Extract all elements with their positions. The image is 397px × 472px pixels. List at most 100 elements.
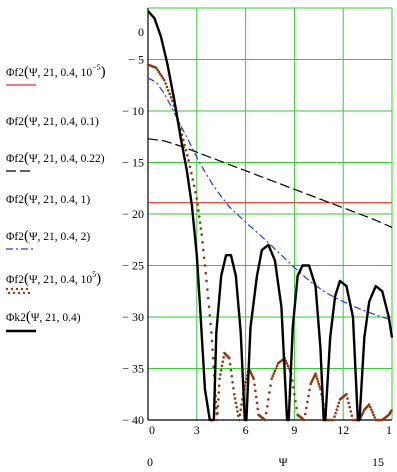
series-point xyxy=(268,391,271,394)
legend-swatch-dot xyxy=(12,291,16,295)
legend-label: Φf2(Ψ, 21, 0.4, 1) xyxy=(6,191,90,207)
x-tick-label: 6 xyxy=(243,423,249,437)
series-point xyxy=(154,66,158,70)
legend-swatch-dot xyxy=(5,287,9,291)
series-point xyxy=(264,411,268,415)
series-point xyxy=(219,373,222,376)
series-dotted-points xyxy=(146,63,393,422)
series-point xyxy=(217,384,221,387)
y-tick-label: − 30 xyxy=(122,310,144,324)
series-point xyxy=(188,165,192,169)
series-point xyxy=(272,372,276,375)
x-tick-label: 12 xyxy=(337,423,349,437)
legend-label: Φf2(Ψ, 21, 0.4, 0.22) xyxy=(6,150,105,166)
axes xyxy=(147,8,392,421)
series-point xyxy=(273,369,277,373)
x-axis-title: Ψ xyxy=(279,455,288,469)
series-point xyxy=(315,377,319,381)
series-point xyxy=(216,404,220,408)
series-point xyxy=(216,411,219,415)
legend-swatch-dot xyxy=(22,291,26,295)
series-point xyxy=(228,362,232,366)
series-point xyxy=(349,410,353,413)
series-point xyxy=(232,386,235,390)
series-point xyxy=(198,221,202,224)
series-point xyxy=(334,411,337,415)
x-tick-label: 3 xyxy=(194,423,200,437)
series-point xyxy=(211,356,215,360)
series-point xyxy=(367,403,371,406)
series-point xyxy=(348,405,352,409)
series-point xyxy=(302,418,306,422)
series-point xyxy=(337,401,341,405)
legend-swatch-dot xyxy=(10,287,14,291)
legend-swatch-dot xyxy=(17,291,21,295)
series-point xyxy=(236,410,239,413)
below-right-label: 15 xyxy=(372,455,384,469)
series-point xyxy=(207,305,211,309)
series-point xyxy=(168,92,171,96)
series-point xyxy=(372,413,375,417)
series-point xyxy=(303,412,307,416)
below-axis-labels: 0 Ψ 15 xyxy=(147,455,384,469)
legend-label: Φk2(Ψ, 21, 0.4) xyxy=(6,309,81,325)
series-point xyxy=(345,392,348,396)
series-point xyxy=(239,408,243,412)
series-point xyxy=(203,264,207,267)
series-point xyxy=(347,401,350,405)
series-point xyxy=(256,407,260,411)
series-point xyxy=(183,143,186,147)
series-point xyxy=(194,190,197,194)
series-point xyxy=(308,388,311,392)
series-point xyxy=(190,171,193,175)
below-left-label: 0 xyxy=(147,455,153,469)
series-point xyxy=(265,404,269,408)
tick-labels: 0 − 5 − 10 − 15 − 20 − 25 − 30 − 35 − 40 0 3 6 9 12 1 xyxy=(122,25,392,437)
legend-swatch-dot xyxy=(15,287,19,291)
series-point xyxy=(254,395,258,399)
y-tick-label: − 10 xyxy=(122,104,144,118)
series-point xyxy=(169,95,173,99)
series-point xyxy=(314,372,317,375)
series-point xyxy=(186,153,189,157)
series-point xyxy=(221,360,225,363)
series-point xyxy=(269,384,272,387)
series-point xyxy=(167,89,170,92)
series-point xyxy=(202,256,206,260)
series-point xyxy=(210,339,214,343)
x-tick-label: 1 xyxy=(386,423,392,437)
series-point xyxy=(156,68,159,72)
y-tick-label: − 25 xyxy=(122,259,144,273)
legend-swatch-dot xyxy=(7,291,11,295)
series-point xyxy=(162,78,166,82)
series-point xyxy=(263,418,267,422)
legend: Φf2(Ψ, 21, 0.4, 10−5) Φf2(Ψ, 21, 0.4, 0.1… xyxy=(5,63,106,333)
series-point xyxy=(305,406,308,410)
y-tick-label: − 35 xyxy=(122,362,144,376)
grid-lines xyxy=(147,7,393,421)
series-point xyxy=(252,377,256,381)
series-point xyxy=(220,364,224,368)
legend-swatch-dot xyxy=(20,287,24,291)
series-point xyxy=(181,138,185,142)
legend-label: Φf2(Ψ, 21, 0.4, 105) xyxy=(6,270,101,287)
series-point xyxy=(294,399,297,403)
series-point xyxy=(231,380,234,384)
y-tick-label: − 20 xyxy=(122,207,144,221)
series-point xyxy=(222,356,225,359)
x-tick-label: 9 xyxy=(291,423,297,437)
legend-swatch xyxy=(5,287,31,295)
series-point xyxy=(238,413,242,417)
legend-swatch-dot xyxy=(25,287,29,291)
series-point xyxy=(350,414,354,418)
series-point xyxy=(202,248,205,252)
series-point xyxy=(335,408,338,412)
series-point xyxy=(390,409,393,412)
series-point xyxy=(244,380,247,384)
series-point xyxy=(217,391,221,394)
series-point xyxy=(336,404,340,408)
y-tick-label: − 5 xyxy=(128,53,144,67)
series-point xyxy=(184,148,188,152)
series-point xyxy=(196,203,199,206)
